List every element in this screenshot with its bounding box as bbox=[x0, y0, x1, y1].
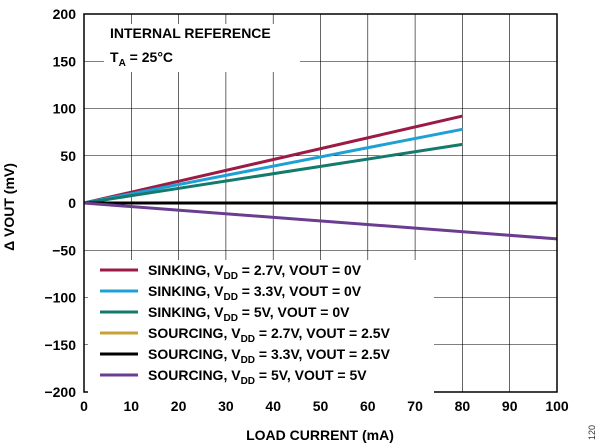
annotation-background bbox=[104, 24, 300, 72]
y-tick-label: −150 bbox=[44, 337, 76, 353]
x-tick-label: 70 bbox=[407, 398, 423, 414]
legend-label: SINKING, VDD = 5V, VOUT = 0V bbox=[148, 304, 350, 324]
figure-id: 120 bbox=[587, 425, 597, 440]
annotation-temperature: TA = 25°C bbox=[110, 49, 173, 69]
legend-label: SINKING, VDD = 2.7V, VOUT = 0V bbox=[148, 262, 362, 282]
series-line bbox=[83, 201, 558, 241]
annotation-title: INTERNAL REFERENCE bbox=[110, 25, 271, 41]
x-tick-label: 20 bbox=[171, 398, 187, 414]
y-tick-label: −50 bbox=[52, 242, 76, 258]
y-tick-label: 50 bbox=[60, 148, 76, 164]
x-tick-label: 0 bbox=[80, 398, 88, 414]
legend-background bbox=[88, 260, 434, 394]
x-tick-label: 100 bbox=[545, 398, 569, 414]
x-axis-title: LOAD CURRENT (mA) bbox=[246, 427, 394, 443]
condition-annotation: INTERNAL REFERENCE TA = 25°C bbox=[104, 24, 300, 72]
legend-label: SOURCING, VDD = 3.3V, VOUT = 2.5V bbox=[148, 346, 391, 366]
y-tick-label: 0 bbox=[68, 195, 76, 211]
series-lines bbox=[83, 114, 558, 241]
y-tick-labels: 200 150 100 50 0 −50 −100 −150 −200 bbox=[44, 6, 76, 400]
x-tick-label: 60 bbox=[360, 398, 376, 414]
series-line bbox=[83, 142, 463, 205]
x-tick-label: 10 bbox=[124, 398, 140, 414]
legend-label: SOURCING, VDD = 2.7V, VOUT = 2.5V bbox=[148, 325, 391, 345]
legend-label: SOURCING, VDD = 5V, VOUT = 5V bbox=[148, 367, 367, 387]
y-axis-title: Δ VOUT (mV) bbox=[1, 163, 17, 251]
y-tick-label: 200 bbox=[53, 6, 77, 22]
x-tick-label: 40 bbox=[265, 398, 281, 414]
x-tick-label: 80 bbox=[455, 398, 471, 414]
legend-label: SINKING, VDD = 3.3V, VOUT = 0V bbox=[148, 283, 362, 303]
y-tick-label: 150 bbox=[53, 53, 77, 69]
x-tick-label: 50 bbox=[313, 398, 329, 414]
x-tick-label: 90 bbox=[502, 398, 518, 414]
series-line bbox=[83, 114, 463, 205]
y-tick-label: 100 bbox=[53, 101, 77, 117]
y-tick-label: −200 bbox=[44, 384, 76, 400]
x-tick-label: 30 bbox=[218, 398, 234, 414]
y-tick-label: −100 bbox=[44, 290, 76, 306]
series-line bbox=[83, 127, 463, 205]
x-tick-labels: 0 10 20 30 40 50 60 70 80 90 100 bbox=[80, 398, 569, 414]
